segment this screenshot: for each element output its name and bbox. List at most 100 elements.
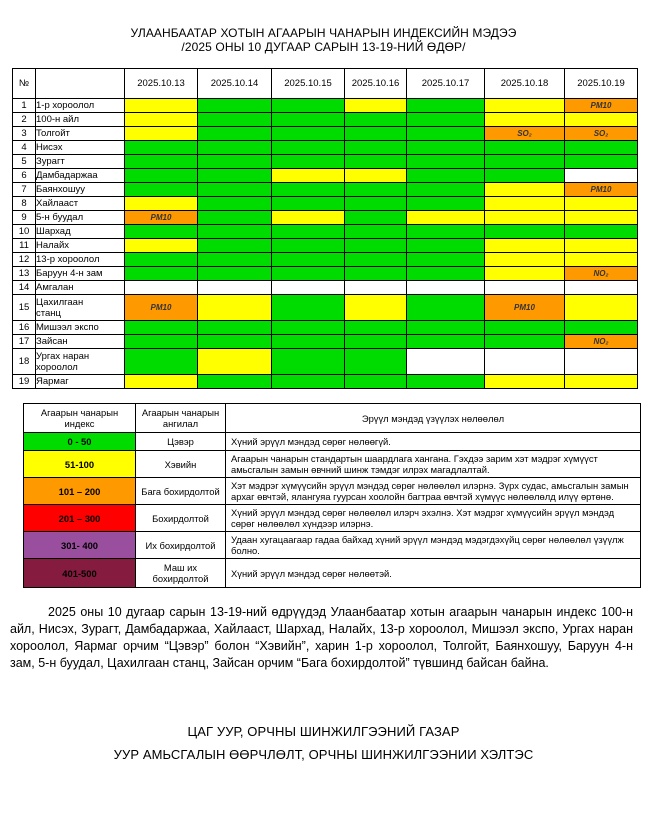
row-number: 14: [12, 280, 36, 295]
station-row: 2 100-н айл: [12, 112, 638, 127]
aqi-value-cell: [197, 210, 272, 225]
date-column-header: 2025.10.16: [344, 68, 407, 99]
station-name: 1-р хороолол: [35, 98, 125, 113]
station-name: Дамбадаржаа: [35, 168, 125, 183]
aqi-category: Хэвийн: [135, 450, 226, 478]
report-title-line1: УЛААНБААТАР ХОТЫН АГААРЫН ЧАНАРЫН ИНДЕКС…: [130, 26, 517, 40]
aqi-value-cell: [564, 252, 638, 267]
aqi-value-cell: [344, 294, 407, 321]
aqi-value-cell: [406, 266, 485, 281]
aqi-value-cell: [124, 224, 198, 239]
aqi-value-cell: PM10: [124, 210, 198, 225]
station-row: 5 Зурагт: [12, 154, 638, 169]
aqi-value-cell: [197, 374, 272, 389]
aqi-value-cell: [271, 294, 345, 321]
aqi-value-cell: [197, 196, 272, 211]
footer: ЦАГ УУР, ОРЧНЫ ШИНЖИЛГЭЭНИЙ ГАЗАР УУР АМ…: [0, 720, 647, 766]
aqi-range-swatch: 101 – 200: [23, 477, 136, 505]
aqi-value-cell: [124, 320, 198, 335]
legend-row: 301- 400 Их бохирдолтой Удаан хугацаагаар …: [23, 531, 641, 559]
station-name: 5-н буудал: [35, 210, 125, 225]
legend-row: 401-500 Маш их бохирдолтой Хүний эрүүл мэн…: [23, 558, 641, 588]
aqi-value-cell: PM10: [484, 294, 565, 321]
aqi-value-cell: [344, 126, 407, 141]
station-name: Баруун 4-н зам: [35, 266, 125, 281]
aqi-value-cell: [406, 224, 485, 239]
aqi-value-cell: [406, 280, 485, 295]
aqi-value-cell: [484, 238, 565, 253]
aqi-value-cell: [271, 210, 345, 225]
aqi-category: Маш их бохирдолтой: [135, 558, 226, 588]
aqi-value-cell: [197, 168, 272, 183]
station-row: 8 Хайлааст: [12, 196, 638, 211]
aqi-value-cell: [564, 320, 638, 335]
legend-row: 51-100 Хэвийн Агаарын чанарын стандартын ш…: [23, 450, 641, 478]
date-column-header: 2025.10.13: [124, 68, 198, 99]
aqi-value-cell: [406, 348, 485, 375]
report-title-line2: /2025 ОНЫ 10 ДУГААР САРЫН 13-19-НИЙ ӨДӨР…: [181, 40, 466, 54]
row-number: 9: [12, 210, 36, 225]
aqi-value-cell: [271, 126, 345, 141]
report-title: УЛААНБААТАР ХОТЫН АГААРЫН ЧАНАРЫН ИНДЕКС…: [0, 26, 647, 54]
station-row: 12 13-р хороолол: [12, 252, 638, 267]
station-row: 9 5-н буудал PM10: [12, 210, 638, 225]
aqi-value-cell: [406, 210, 485, 225]
aqi-value-cell: [197, 252, 272, 267]
health-effect: Агаарын чанарын стандартын шаардлага хан…: [225, 450, 641, 478]
aqi-value-cell: [124, 334, 198, 349]
station-row: 3 Толгойт SO₂ SO₂: [12, 126, 638, 141]
pollutant-label: PM10: [590, 101, 612, 110]
aqi-value-cell: [197, 238, 272, 253]
aqi-range-swatch: 51-100: [23, 450, 136, 478]
aqi-value-cell: [344, 320, 407, 335]
aqi-value-cell: [124, 266, 198, 281]
station-row: 6 Дамбадаржаа: [12, 168, 638, 183]
aqi-value-cell: [564, 348, 638, 375]
station-name: Яармаг: [35, 374, 125, 389]
aqi-value-cell: [124, 252, 198, 267]
aqi-value-cell: [484, 252, 565, 267]
aqi-value-cell: [197, 280, 272, 295]
aqi-value-cell: [564, 112, 638, 127]
station-name: Нисэх: [35, 140, 125, 155]
aqi-value-cell: [344, 348, 407, 375]
row-number: 18: [12, 348, 36, 375]
aqi-value-cell: [344, 280, 407, 295]
row-number: 12: [12, 252, 36, 267]
station-name: Ургах наран хороолол: [35, 348, 125, 375]
row-number: 4: [12, 140, 36, 155]
station-name: Амгалан: [35, 280, 125, 295]
station-row: 18 Ургах наран хороолол: [12, 348, 638, 375]
legend-row: 0 - 50 Цэвэр Хүний эрүүл мэндэд сөрөг нөлө…: [23, 432, 641, 451]
aqi-value-cell: [484, 374, 565, 389]
aqi-value-cell: [484, 98, 565, 113]
station-name: Цахилгаан станц: [35, 294, 125, 321]
aqi-value-cell: [406, 126, 485, 141]
aqi-value-cell: [197, 320, 272, 335]
station-name: 13-р хороолол: [35, 252, 125, 267]
station-row: 7 Баянхошуу PM10: [12, 182, 638, 197]
aqi-value-cell: [564, 154, 638, 169]
aqi-value-cell: [344, 98, 407, 113]
aqi-value-cell: [484, 320, 565, 335]
aqi-value-cell: [197, 126, 272, 141]
row-number: 6: [12, 168, 36, 183]
aqi-value-cell: [564, 374, 638, 389]
pollutant-label: PM10: [150, 213, 172, 222]
aqi-category: Цэвэр: [135, 432, 226, 451]
legend-header-row: Агаарын чанарын индекс Агаарын чанарын ан…: [23, 403, 641, 433]
aqi-value-cell: [564, 294, 638, 321]
row-number: 13: [12, 266, 36, 281]
legend-row: 101 – 200 Бага бохирдолтой Хэт мэдрэг хүмү…: [23, 477, 641, 505]
station-row: 14 Амгалан: [12, 280, 638, 295]
aqi-value-cell: [406, 334, 485, 349]
aqi-value-cell: [197, 294, 272, 321]
aqi-value-cell: [197, 98, 272, 113]
station-name: Зайсан: [35, 334, 125, 349]
aqi-value-cell: [271, 320, 345, 335]
aqi-value-cell: [344, 196, 407, 211]
aqi-value-cell: [197, 266, 272, 281]
row-number: 19: [12, 374, 36, 389]
aqi-value-cell: [484, 112, 565, 127]
health-effect: Удаан хугацаагаар гадаа байхад хүний эрү…: [225, 531, 641, 559]
